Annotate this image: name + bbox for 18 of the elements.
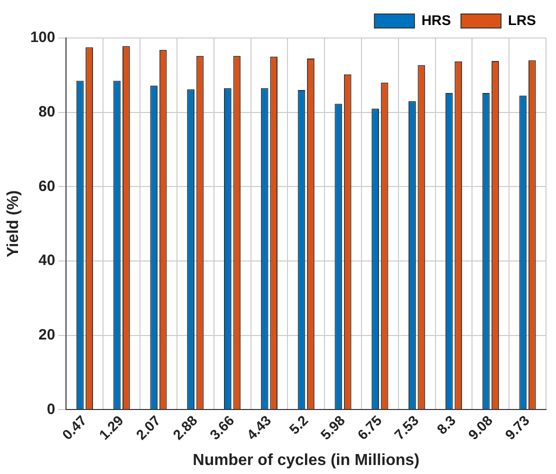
legend-label: LRS (508, 12, 536, 28)
y-tick-label: 0 (46, 400, 56, 418)
x-tick-label: 4.43 (243, 412, 274, 443)
y-tick-label: 100 (30, 29, 56, 46)
x-axis-title: Number of cycles (in Millions) (192, 452, 420, 469)
x-tick-label: 8.3 (434, 412, 459, 438)
y-tick-label: 20 (38, 326, 56, 344)
x-tick-label: 7.53 (391, 412, 422, 443)
x-tick-label: 9.73 (502, 412, 533, 443)
x-tick-label: 3.66 (206, 412, 238, 443)
y-tick-label: 60 (38, 178, 56, 195)
y-tick-label: 80 (38, 103, 56, 120)
y-axis-title: Yield (%) (5, 190, 22, 258)
x-tick-label: 5.2 (286, 412, 312, 438)
legend-label: HRS (421, 12, 452, 28)
x-tick-label: 9.08 (464, 412, 496, 443)
x-tick-label: 5.98 (317, 412, 348, 443)
y-tick-label: 40 (38, 252, 56, 270)
